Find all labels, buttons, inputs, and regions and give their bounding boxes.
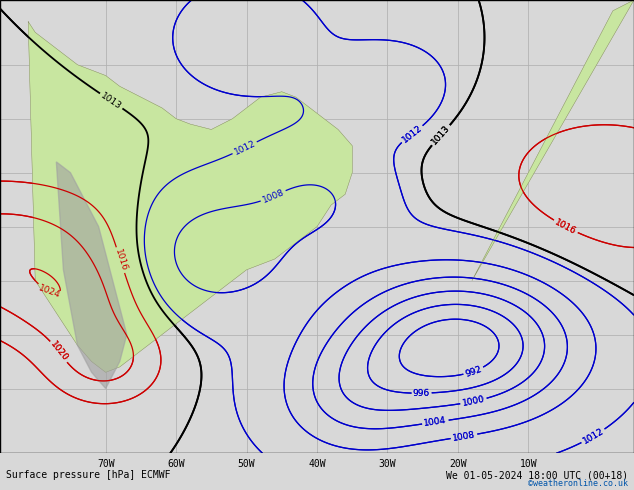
Text: 1013: 1013 [430, 123, 452, 147]
Text: 1020: 1020 [48, 340, 70, 364]
Text: 1000: 1000 [462, 394, 486, 408]
Text: 1013: 1013 [430, 123, 452, 147]
Text: 1013: 1013 [99, 91, 123, 111]
Text: 1008: 1008 [261, 188, 286, 205]
Text: 1016: 1016 [553, 218, 578, 236]
Text: 1013: 1013 [99, 91, 123, 111]
Text: 1004: 1004 [424, 416, 448, 428]
Text: 1008: 1008 [452, 430, 476, 442]
Text: Surface pressure [hPa] ECMWF: Surface pressure [hPa] ECMWF [6, 470, 171, 480]
Text: 992: 992 [464, 364, 483, 378]
Text: 30W: 30W [378, 459, 396, 468]
Text: 1008: 1008 [452, 430, 476, 442]
Text: 996: 996 [412, 389, 430, 398]
Text: 1008: 1008 [261, 188, 286, 205]
Text: 60W: 60W [167, 459, 185, 468]
Text: 1024: 1024 [37, 284, 61, 300]
Text: 1016: 1016 [553, 218, 578, 236]
Text: We 01-05-2024 18:00 UTC (00+18): We 01-05-2024 18:00 UTC (00+18) [446, 470, 628, 480]
Text: 50W: 50W [238, 459, 256, 468]
Text: 40W: 40W [308, 459, 326, 468]
Text: 1012: 1012 [400, 123, 424, 145]
Text: 1020: 1020 [48, 340, 70, 364]
Text: 1012: 1012 [233, 139, 257, 157]
Text: 1024: 1024 [37, 284, 61, 300]
Text: 70W: 70W [97, 459, 115, 468]
Text: 1016: 1016 [113, 248, 128, 272]
Text: 1012: 1012 [581, 427, 605, 446]
Polygon shape [472, 0, 634, 281]
Polygon shape [28, 22, 353, 372]
Polygon shape [56, 162, 127, 389]
Text: ©weatheronline.co.uk: ©weatheronline.co.uk [527, 479, 628, 488]
Text: 992: 992 [464, 364, 483, 378]
Text: 1012: 1012 [400, 123, 424, 145]
Text: 1012: 1012 [581, 427, 605, 446]
Text: 1016: 1016 [113, 248, 128, 272]
Text: 996: 996 [412, 389, 430, 398]
Text: 20W: 20W [449, 459, 467, 468]
Text: 1012: 1012 [233, 139, 257, 157]
Text: 1000: 1000 [462, 394, 486, 408]
Text: 10W: 10W [519, 459, 537, 468]
Text: 1004: 1004 [424, 416, 448, 428]
